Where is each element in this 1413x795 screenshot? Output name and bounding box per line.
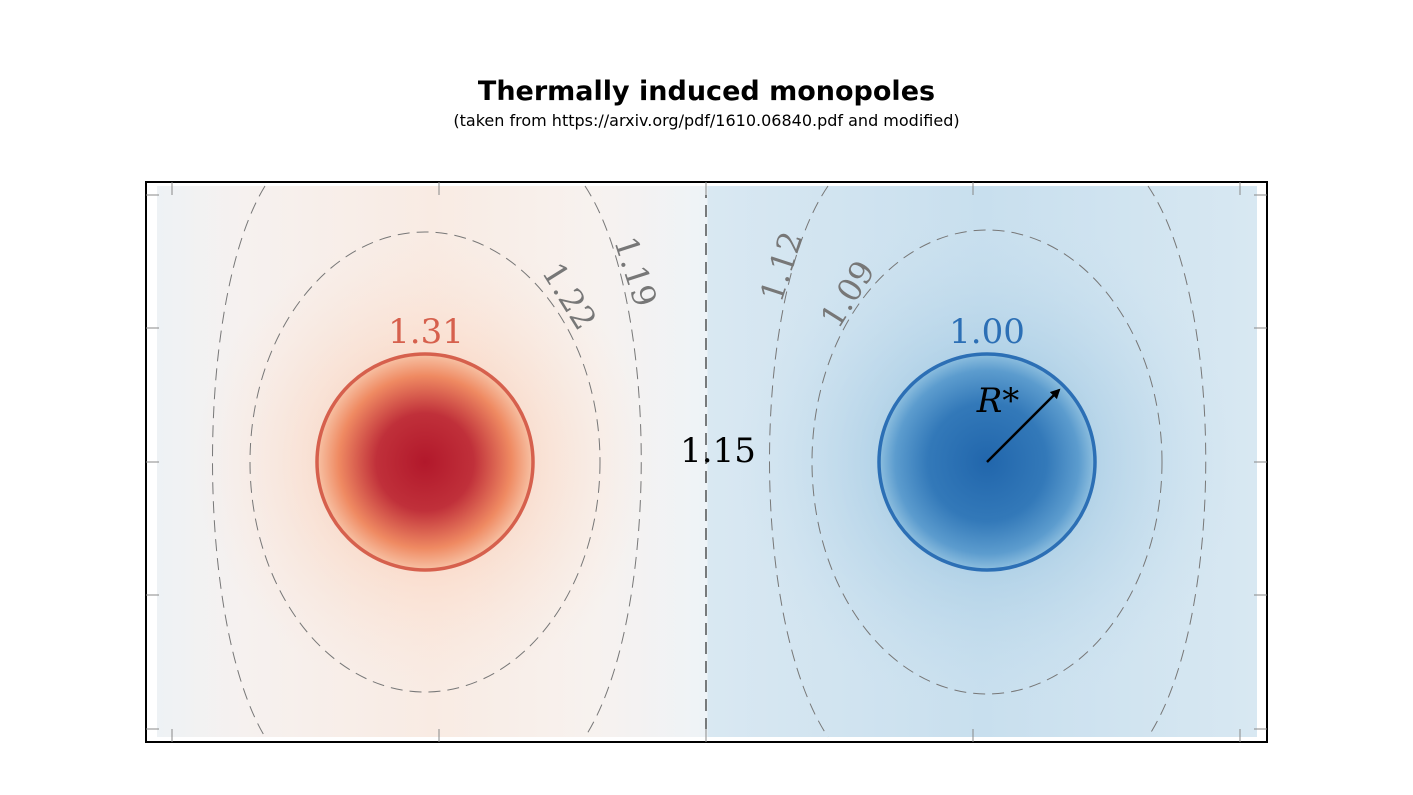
frame-ticks bbox=[146, 182, 1267, 742]
right-monopole-label: 1.00 bbox=[949, 312, 1025, 352]
red-monopole-boundary bbox=[315, 352, 535, 572]
contour-right-outer bbox=[769, 185, 829, 738]
contour-left-inner bbox=[249, 231, 601, 693]
radius-arrow bbox=[986, 388, 1061, 463]
radius-label: R* bbox=[976, 381, 1020, 421]
figure-subtitle: (taken from https://arxiv.org/pdf/1610.0… bbox=[453, 111, 960, 130]
blue-monopole-boundary bbox=[877, 352, 1097, 572]
contour-right-far bbox=[1147, 185, 1207, 738]
figure-title: Thermally induced monopoles bbox=[477, 76, 936, 107]
contour-right-inner bbox=[811, 229, 1163, 695]
left-monopole-label: 1.31 bbox=[388, 312, 464, 352]
red-monopole-core bbox=[317, 354, 533, 570]
contour-left-outer bbox=[584, 185, 642, 738]
contour-left-far bbox=[212, 185, 266, 738]
center-contour-label: 1.15 bbox=[680, 431, 756, 471]
